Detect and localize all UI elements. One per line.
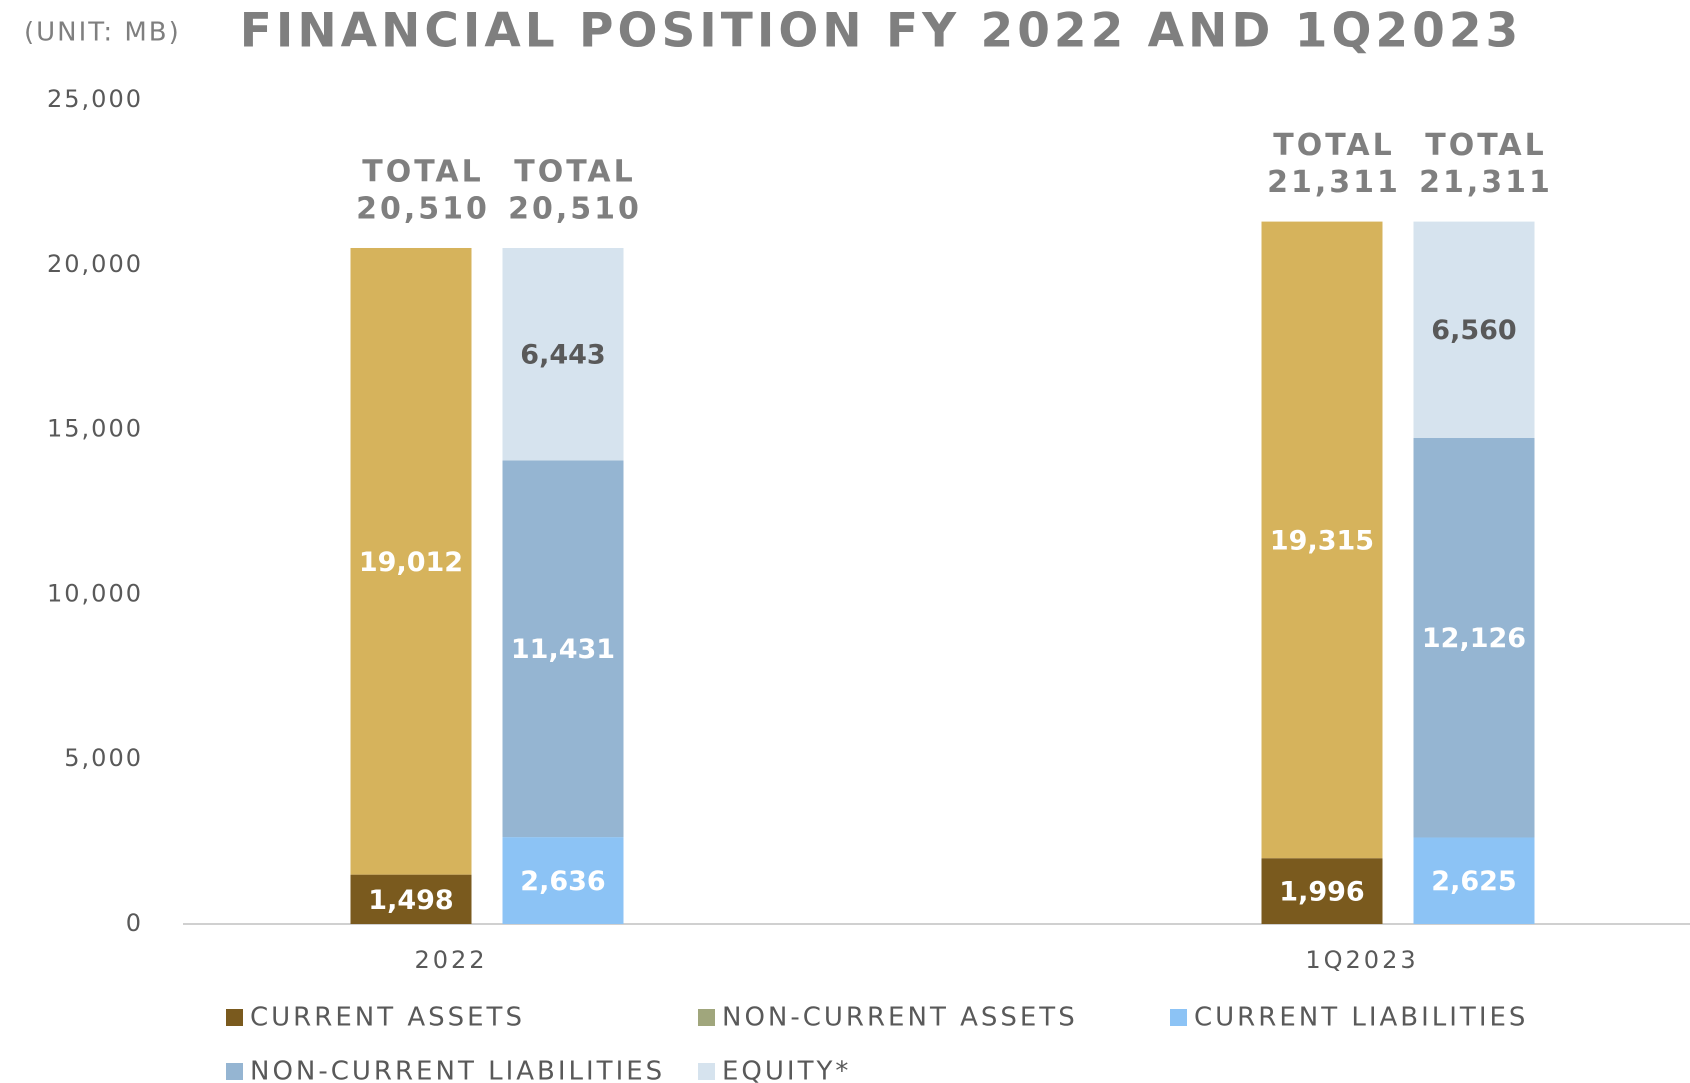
legend-swatch — [226, 1009, 243, 1026]
total-caption: TOTAL — [1273, 128, 1394, 163]
legend-label: CURRENT LIABILITIES — [1194, 1003, 1528, 1033]
legend-swatch — [226, 1063, 243, 1080]
y-tick-label: 25,000 — [47, 85, 143, 113]
value-label: 19,012 — [359, 547, 463, 578]
y-tick-label: 0 — [126, 909, 143, 937]
value-label: 2,625 — [1431, 866, 1516, 897]
value-label: 6,443 — [520, 340, 605, 371]
bar-segment — [350, 247, 472, 875]
legend-label: EQUITY* — [722, 1057, 851, 1083]
bar-segment — [1413, 437, 1535, 838]
bar-segment — [502, 247, 624, 461]
bar-segment — [350, 874, 472, 924]
legend-label: NON-CURRENT LIABILITIES — [250, 1057, 665, 1083]
bar-segment — [1261, 858, 1383, 924]
y-tick-label: 20,000 — [47, 250, 143, 278]
total-label: 20,510 — [508, 191, 642, 226]
bar-segment — [1261, 221, 1383, 859]
total-caption: TOTAL — [514, 154, 635, 189]
value-label: 11,431 — [511, 634, 615, 665]
unit-label: (UNIT: MB) — [24, 18, 181, 48]
y-tick-label: 15,000 — [47, 415, 143, 443]
legend-swatch — [1170, 1009, 1187, 1026]
bar-segment — [502, 460, 624, 838]
legend-label: CURRENT ASSETS — [250, 1003, 525, 1033]
value-label: 1,996 — [1279, 877, 1364, 908]
value-label: 12,126 — [1422, 623, 1526, 654]
legend-swatch — [698, 1063, 715, 1080]
bar-segment — [1413, 221, 1535, 438]
total-caption: TOTAL — [1425, 128, 1546, 163]
x-tick-label: 2022 — [414, 946, 487, 974]
value-label: 19,315 — [1270, 525, 1374, 556]
legend-label: NON-CURRENT ASSETS — [722, 1003, 1078, 1033]
value-label: 2,636 — [520, 866, 605, 897]
total-label: 20,510 — [356, 191, 490, 226]
legend-swatch — [698, 1009, 715, 1026]
total-label: 21,311 — [1419, 165, 1553, 200]
value-label: 6,560 — [1431, 315, 1516, 346]
total-caption: TOTAL — [362, 154, 483, 189]
bar-segment — [1413, 837, 1535, 924]
chart-title: FINANCIAL POSITION FY 2022 AND 1Q2023 — [240, 4, 1522, 59]
y-tick-label: 5,000 — [64, 744, 143, 772]
y-tick-label: 10,000 — [47, 579, 143, 607]
bar-segment — [502, 837, 624, 924]
total-label: 21,311 — [1267, 165, 1401, 200]
x-tick-label: 1Q2023 — [1305, 946, 1418, 974]
value-label: 1,498 — [368, 885, 453, 916]
